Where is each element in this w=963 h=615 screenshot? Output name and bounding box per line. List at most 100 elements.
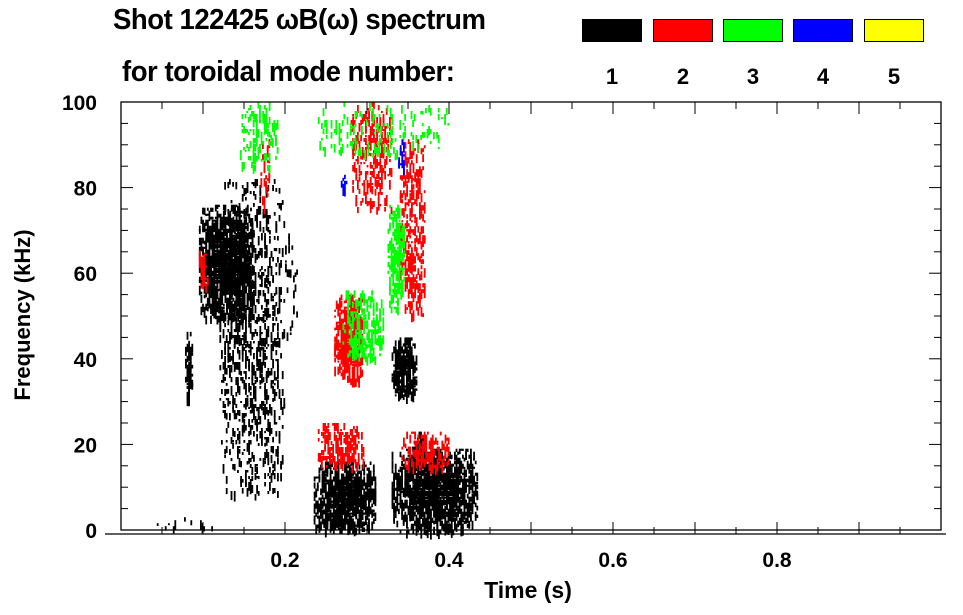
spectral-mark <box>229 315 232 321</box>
spectral-mark <box>224 245 226 254</box>
spectral-mark <box>402 487 405 493</box>
spectral-mark <box>412 343 415 346</box>
spectral-mark <box>349 447 352 451</box>
spectral-mark <box>407 172 410 182</box>
spectral-mark <box>230 204 233 211</box>
spectral-mark <box>249 341 252 350</box>
spectral-mark <box>329 503 332 509</box>
spectral-mark <box>349 456 352 463</box>
spectral-mark <box>296 311 298 318</box>
spectral-mark <box>323 509 326 515</box>
spectral-mark <box>245 482 247 486</box>
spectral-mark <box>288 272 290 276</box>
spectral-mark <box>278 338 281 348</box>
spectral-mark <box>249 392 252 396</box>
spectral-mark <box>406 469 408 473</box>
spectral-mark <box>458 475 461 479</box>
spectral-mark <box>468 496 471 505</box>
spectral-mark <box>368 201 370 206</box>
spectral-mark <box>202 207 204 215</box>
spectral-mark <box>356 429 358 435</box>
spectral-mark <box>266 160 269 163</box>
spectral-mark <box>235 273 238 276</box>
spectral-mark <box>392 273 395 277</box>
spectral-mark <box>393 285 396 290</box>
spectral-mark <box>254 392 257 402</box>
legend-label-mode-1: 1 <box>605 64 619 89</box>
spectral-mark <box>225 287 228 295</box>
spectral-mark <box>412 478 415 485</box>
spectral-mark <box>232 440 234 443</box>
spectral-mark <box>374 482 377 486</box>
spectral-mark <box>412 446 414 452</box>
spectral-mark <box>359 336 362 347</box>
spectral-mark <box>347 327 349 332</box>
spectral-mark <box>270 293 273 302</box>
spectral-mark <box>221 234 224 239</box>
spectral-mark <box>343 342 346 352</box>
spectral-mark <box>214 270 217 280</box>
spectral-mark <box>234 267 236 274</box>
spectral-mark <box>462 478 464 485</box>
spectral-mark <box>356 462 358 472</box>
spectral-mark <box>214 234 217 237</box>
spectral-mark <box>230 317 233 322</box>
spectral-mark <box>406 184 408 194</box>
spectral-mark <box>237 338 239 341</box>
spectral-mark <box>218 237 220 242</box>
spectral-mark <box>412 370 415 374</box>
spectral-mark <box>251 476 254 481</box>
spectral-mark <box>240 479 242 487</box>
spectral-mark <box>254 404 257 408</box>
spectral-mark <box>355 500 358 506</box>
spectral-mark <box>457 475 459 481</box>
spectral-mark <box>221 225 224 230</box>
spectral-mark <box>200 237 203 241</box>
spectral-mark <box>254 371 257 376</box>
spectral-mark <box>347 518 350 529</box>
spectral-mark <box>369 153 372 157</box>
spectral-mark <box>438 493 440 497</box>
spectral-mark <box>254 194 257 200</box>
spectral-mark <box>219 335 222 343</box>
spectral-mark <box>224 341 226 351</box>
spectral-mark <box>340 303 343 308</box>
spectral-mark <box>268 102 271 111</box>
spectral-mark <box>439 490 442 495</box>
spectral-mark <box>272 296 274 299</box>
spectral-mark <box>438 481 440 485</box>
spectral-mark <box>332 503 335 511</box>
spectral-mark <box>214 237 217 241</box>
spectral-mark <box>414 214 416 220</box>
spectral-mark <box>275 317 278 322</box>
spectral-mark <box>240 293 242 297</box>
spectral-mark <box>476 484 479 490</box>
spectral-mark <box>238 293 241 298</box>
spectral-mark <box>361 500 364 509</box>
spectral-mark <box>249 105 252 111</box>
spectral-mark <box>250 231 252 240</box>
spectral-mark <box>222 242 225 251</box>
spectral-mark <box>409 217 412 221</box>
spectral-mark <box>241 293 244 297</box>
spectral-mark <box>259 332 262 337</box>
spectral-mark <box>230 266 233 271</box>
spectral-mark <box>412 202 415 206</box>
spectral-mark <box>331 524 334 527</box>
spectral-mark <box>239 150 242 156</box>
spectral-mark <box>418 481 421 488</box>
legend-swatch-mode-1 <box>582 19 642 42</box>
spectral-mark <box>262 290 265 297</box>
spectral-mark <box>262 202 264 206</box>
spectral-mark <box>253 431 255 437</box>
spectral-mark <box>350 485 353 492</box>
spectral-mark <box>229 237 232 244</box>
spectral-mark <box>259 341 262 346</box>
spectral-mark <box>208 291 211 295</box>
spectral-mark <box>321 509 324 519</box>
spectral-mark <box>256 356 258 359</box>
legend-swatch-mode-2 <box>653 19 713 42</box>
spectral-mark <box>278 434 281 444</box>
spectral-mark <box>257 443 260 446</box>
spectral-mark <box>263 205 266 215</box>
